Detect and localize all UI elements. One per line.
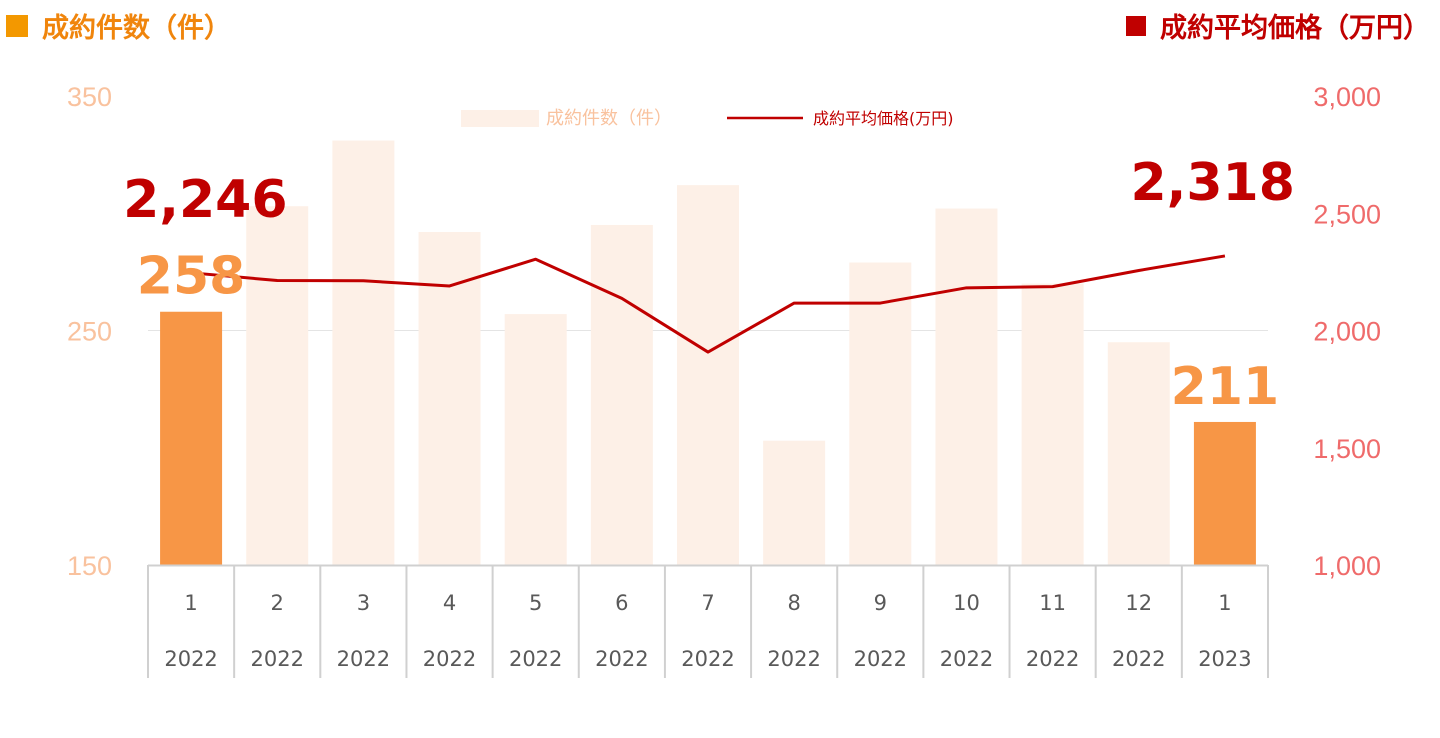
x-tick-year: 2022 bbox=[940, 647, 993, 671]
x-tick-month: 4 bbox=[443, 591, 456, 615]
left-axis: 150 250 350 bbox=[67, 82, 112, 581]
x-tick-month: 9 bbox=[874, 591, 887, 615]
x-tick-month: 10 bbox=[953, 591, 980, 615]
x-tick-year: 2022 bbox=[337, 647, 390, 671]
x-tick-year: 2022 bbox=[423, 647, 476, 671]
x-tick-year: 2023 bbox=[1198, 647, 1251, 671]
legend-line-label: 成約平均価格(万円) bbox=[813, 109, 954, 128]
x-tick-year: 2022 bbox=[164, 647, 217, 671]
right-axis-tick: 1,500 bbox=[1313, 434, 1381, 464]
left-axis-tick: 250 bbox=[67, 317, 112, 347]
x-tick-month: 11 bbox=[1039, 591, 1066, 615]
bar bbox=[935, 208, 998, 565]
bar bbox=[160, 311, 223, 565]
x-tick-month: 2 bbox=[271, 591, 284, 615]
left-axis-title: 成約件数（件） bbox=[6, 6, 231, 45]
left-axis-title-text: 成約件数（件） bbox=[42, 13, 231, 44]
x-tick-year: 2022 bbox=[595, 647, 648, 671]
right-axis: 1,000 1,500 2,000 2,500 3,000 bbox=[1313, 82, 1381, 581]
x-tick-year: 2022 bbox=[251, 647, 304, 671]
line-data-label: 2,246 bbox=[123, 170, 287, 230]
bar bbox=[418, 232, 481, 565]
x-tick-year: 2022 bbox=[681, 647, 734, 671]
bar bbox=[246, 206, 309, 565]
bar bbox=[1021, 283, 1084, 565]
bar bbox=[590, 224, 653, 565]
red-square-icon bbox=[1126, 15, 1146, 36]
right-axis-tick: 2,000 bbox=[1313, 317, 1381, 347]
left-axis-tick: 350 bbox=[67, 82, 112, 112]
bar bbox=[849, 262, 912, 565]
orange-square-icon bbox=[6, 14, 28, 37]
bar-data-label: 211 bbox=[1171, 357, 1280, 417]
x-tick-month: 6 bbox=[615, 591, 628, 615]
x-tick-month: 5 bbox=[529, 591, 542, 615]
right-axis-tick: 2,500 bbox=[1313, 199, 1381, 229]
x-tick-year: 2022 bbox=[854, 647, 907, 671]
legend: 成約件数（件） 成約平均価格(万円) bbox=[461, 108, 954, 129]
bar bbox=[677, 185, 739, 566]
x-tick-month: 7 bbox=[701, 591, 714, 615]
x-tick-month: 12 bbox=[1125, 591, 1152, 615]
right-axis-title: 成約平均価格（万円） bbox=[1126, 6, 1430, 45]
x-tick-month: 1 bbox=[184, 591, 197, 615]
right-axis-title-text: 成約平均価格（万円） bbox=[1160, 13, 1430, 44]
bar bbox=[504, 314, 567, 565]
left-axis-tick: 150 bbox=[67, 551, 112, 581]
legend-bar-swatch bbox=[461, 110, 539, 127]
line-data-label: 2,318 bbox=[1130, 153, 1294, 213]
bar-series bbox=[160, 140, 1256, 566]
x-tick-month: 1 bbox=[1218, 591, 1231, 615]
right-axis-tick: 3,000 bbox=[1313, 82, 1381, 112]
line-series bbox=[190, 254, 1226, 354]
bar bbox=[1193, 421, 1256, 565]
bar-data-label: 258 bbox=[137, 247, 246, 307]
x-tick-year: 2022 bbox=[767, 647, 820, 671]
x-tick-month: 3 bbox=[357, 591, 370, 615]
data-labels: 258 211 2,246 2,318 bbox=[123, 153, 1295, 417]
x-tick-year: 2022 bbox=[1026, 647, 1079, 671]
bar bbox=[332, 140, 395, 565]
x-tick-year: 2022 bbox=[509, 647, 562, 671]
right-axis-tick: 1,000 bbox=[1313, 551, 1381, 581]
x-axis: 1 2022 2 2022 3 2022 4 2022 5 2022 6 2022 7 2022 8 2022… bbox=[147, 564, 1269, 678]
x-tick-year: 2022 bbox=[1112, 647, 1165, 671]
x-tick-month: 8 bbox=[787, 591, 800, 615]
price-line bbox=[190, 254, 1226, 354]
legend-bar-label: 成約件数（件） bbox=[546, 108, 672, 129]
bar bbox=[1107, 342, 1170, 565]
bar bbox=[763, 440, 826, 565]
